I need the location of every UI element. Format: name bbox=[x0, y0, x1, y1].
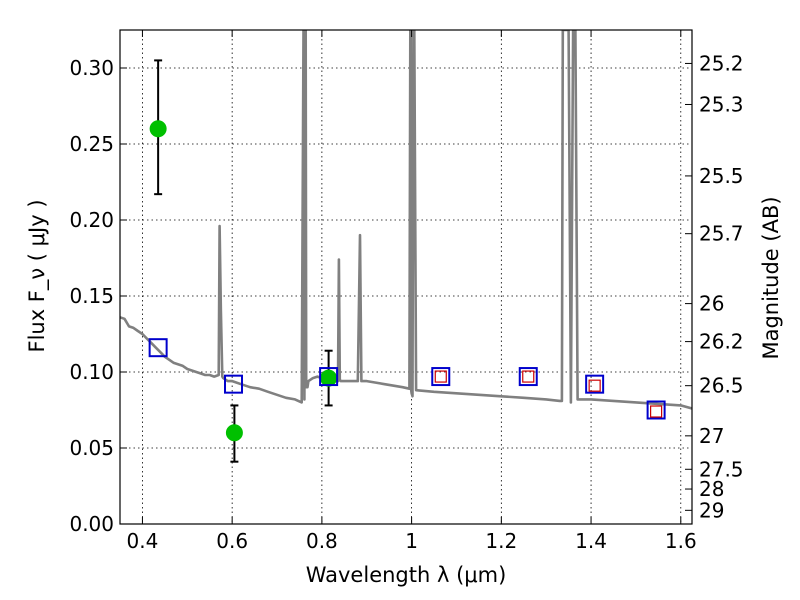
model-band-flux-square bbox=[431, 367, 451, 387]
model-band-flux-square bbox=[319, 367, 339, 387]
spectrum-layer bbox=[120, 30, 692, 410]
observed-flux-point bbox=[320, 369, 338, 387]
right-axis-label: Magnitude (AB) bbox=[759, 196, 783, 359]
right-tick-label: 27.5 bbox=[699, 457, 744, 481]
right-tick-label: 26.5 bbox=[699, 374, 744, 398]
tick-layer bbox=[120, 30, 692, 525]
x-tick-label: 0.6 bbox=[216, 529, 248, 553]
observed-flux-point bbox=[225, 424, 243, 442]
y-axis-label: Flux F_ν ( μJy ) bbox=[25, 199, 50, 352]
y-tick-label: 0.15 bbox=[69, 284, 114, 308]
right-tick-label: 27 bbox=[699, 424, 724, 448]
x-tick-label: 0.8 bbox=[306, 529, 338, 553]
x-tick-label: 1 bbox=[405, 529, 418, 553]
marker-layer bbox=[148, 120, 666, 442]
model-band-flux-square bbox=[148, 338, 168, 358]
y-tick-label: 0.10 bbox=[69, 360, 114, 384]
right-tick-label: 25.2 bbox=[699, 51, 744, 75]
observed-flux-point bbox=[149, 120, 167, 138]
plot-frame bbox=[119, 29, 693, 525]
right-tick-label: 28 bbox=[699, 477, 724, 501]
model-band-flux-small-square bbox=[522, 370, 535, 383]
x-tick-label: 1.6 bbox=[665, 529, 697, 553]
x-tick-label: 1.4 bbox=[575, 529, 607, 553]
model-spectrum-line bbox=[120, 30, 692, 410]
model-band-flux-small-square bbox=[434, 370, 447, 383]
x-tick-labels: 0.4 0.6 0.8 1 1.2 1.4 1.6 bbox=[127, 529, 697, 553]
model-band-flux-small-square bbox=[588, 379, 601, 392]
y-tick-label: 0.20 bbox=[69, 208, 114, 232]
grid bbox=[120, 30, 692, 525]
y-tick-labels: 0.00 0.05 0.10 0.15 0.20 0.25 0.30 bbox=[69, 56, 114, 536]
x-axis-label: Wavelength λ (μm) bbox=[306, 563, 507, 587]
model-band-flux-small-square bbox=[650, 405, 663, 418]
y-tick-label: 0.25 bbox=[69, 132, 114, 156]
model-band-flux-square bbox=[646, 400, 666, 420]
right-tick-label: 25.7 bbox=[699, 222, 744, 246]
model-band-flux-square bbox=[224, 374, 244, 394]
right-tick-label: 25.3 bbox=[699, 92, 744, 116]
right-tick-label: 29 bbox=[699, 498, 724, 522]
x-tick-label: 1.2 bbox=[485, 529, 517, 553]
y-tick-label: 0.00 bbox=[69, 512, 114, 536]
y-tick-label: 0.30 bbox=[69, 56, 114, 80]
x-tick-label: 0.4 bbox=[127, 529, 159, 553]
y-tick-label: 0.05 bbox=[69, 436, 114, 460]
right-tick-label: 26.2 bbox=[699, 330, 744, 354]
model-band-flux-square bbox=[585, 374, 605, 394]
right-tick-label: 26 bbox=[699, 292, 724, 316]
right-tick-label: 25.5 bbox=[699, 164, 744, 188]
model-band-flux-square bbox=[518, 367, 538, 387]
